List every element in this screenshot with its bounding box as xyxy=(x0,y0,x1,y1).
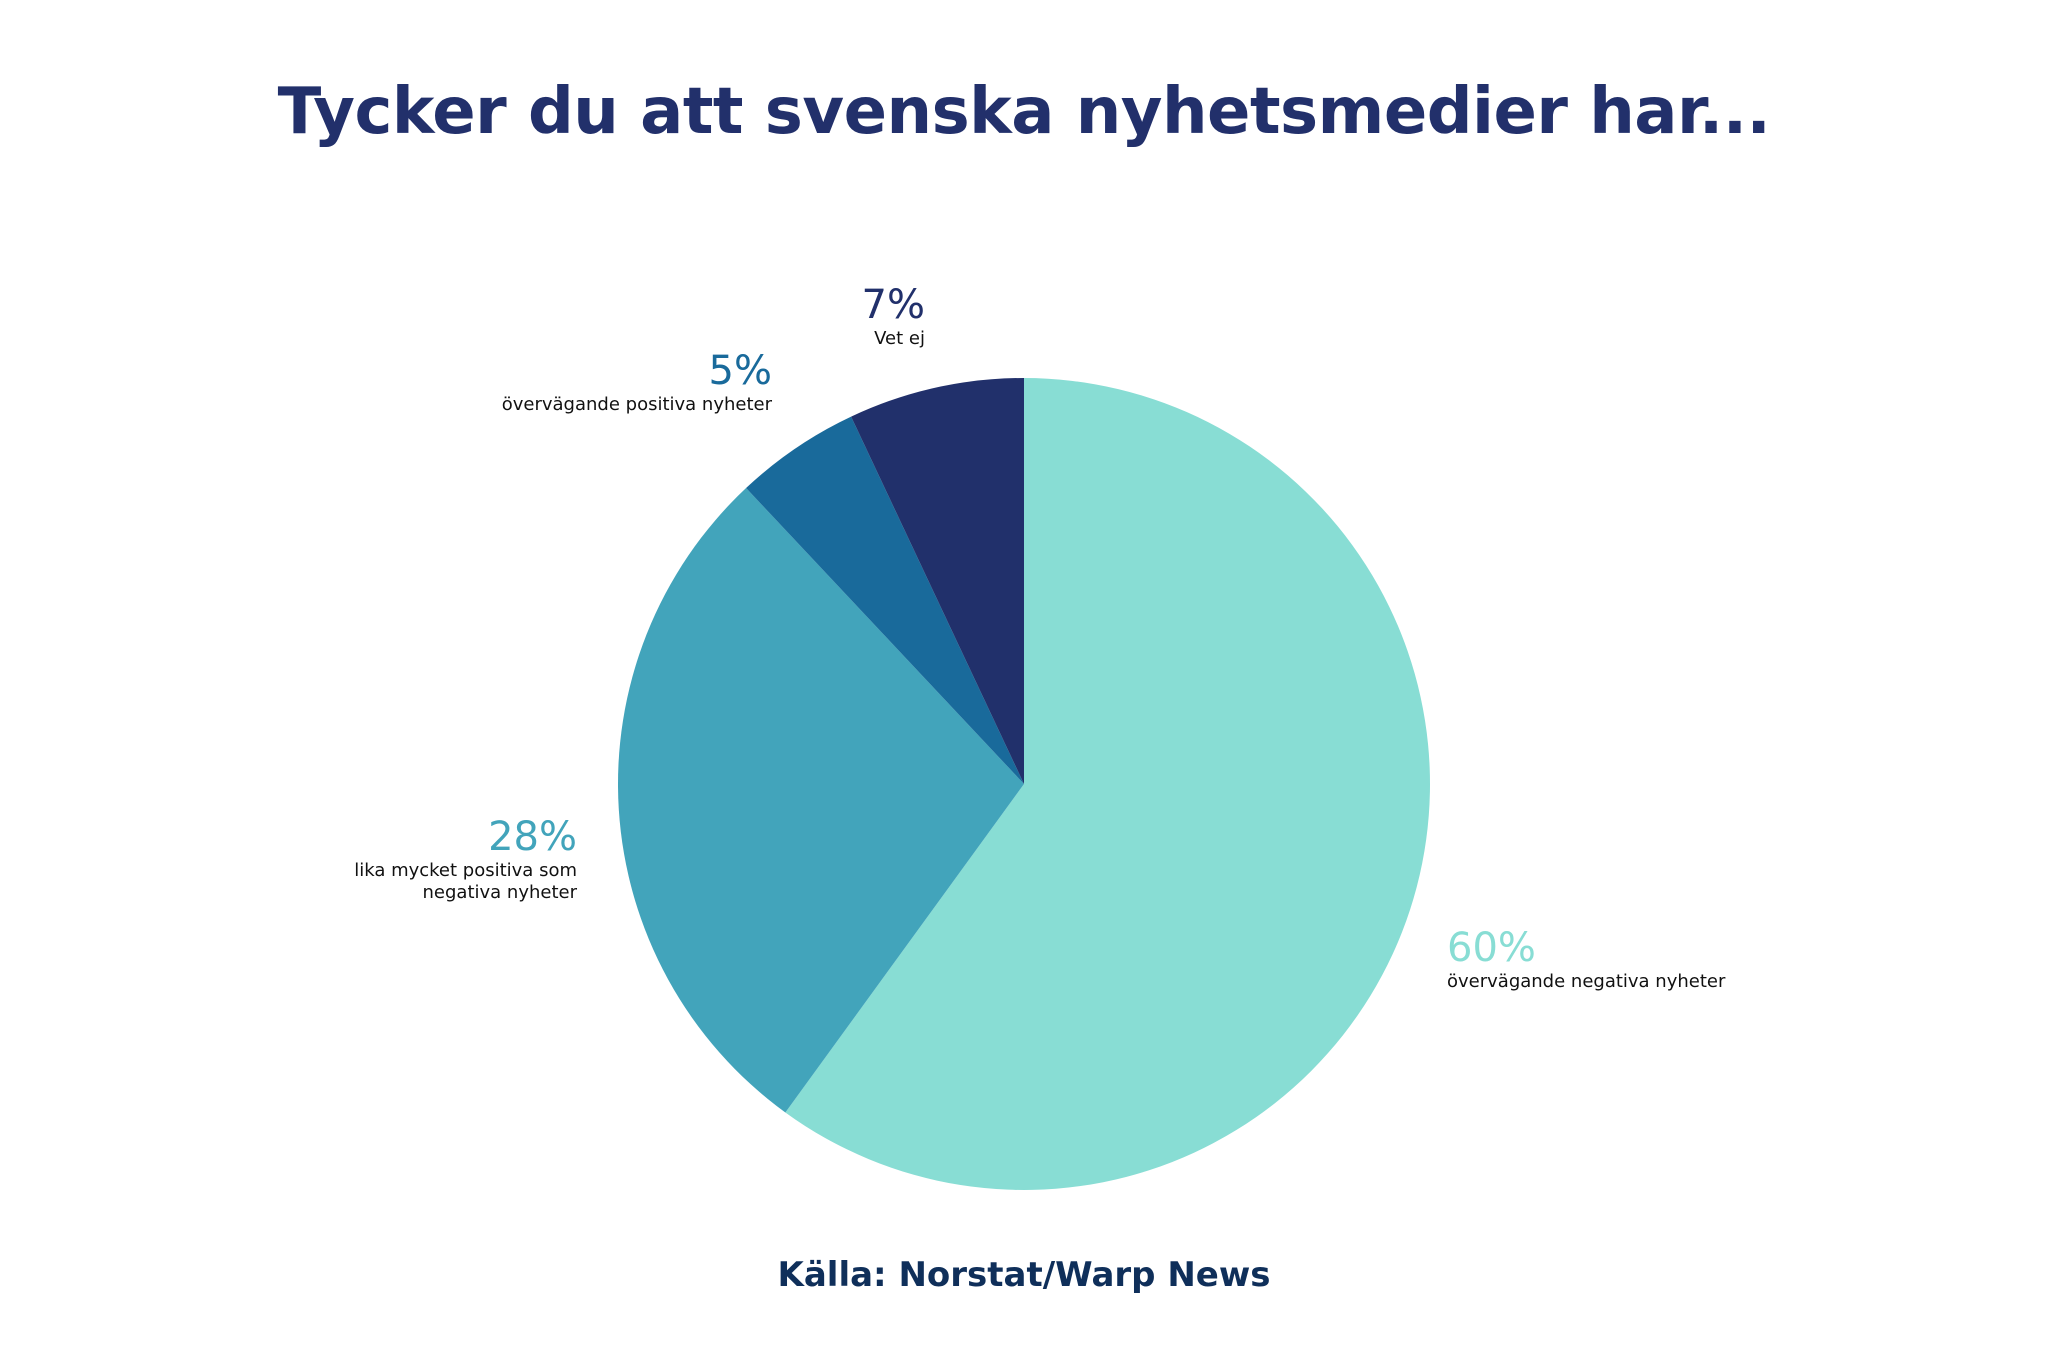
category-label: Vet ej xyxy=(874,328,925,349)
pie-slice xyxy=(746,416,1024,784)
category-label: övervägande positiva nyheter xyxy=(501,394,772,415)
pie-slice xyxy=(851,378,1024,784)
value-label: 60% xyxy=(1447,925,1536,971)
category-label: övervägande negativa nyheter xyxy=(1447,971,1726,992)
value-label: 5% xyxy=(708,348,772,394)
source: Källa: Norstat/Warp News xyxy=(777,1255,1271,1295)
slice-label: 7% Vet ej xyxy=(545,282,925,350)
pie-slice xyxy=(785,378,1430,1190)
pie-slice xyxy=(617,488,1024,1113)
slice-label: 60% övervägande negativa nyheter xyxy=(1447,925,1827,993)
slice-label: 28% lika mycket positiva som negativa nyh… xyxy=(197,814,577,904)
slice-label: 5% övervägande positiva nyheter xyxy=(392,348,772,416)
category-label: lika mycket positiva som negativa nyhete… xyxy=(354,860,577,903)
value-label: 7% xyxy=(861,282,925,328)
chart-title: Tycker du att svenska nyhetsmedier har..… xyxy=(277,75,1771,149)
value-label: 28% xyxy=(488,814,577,860)
